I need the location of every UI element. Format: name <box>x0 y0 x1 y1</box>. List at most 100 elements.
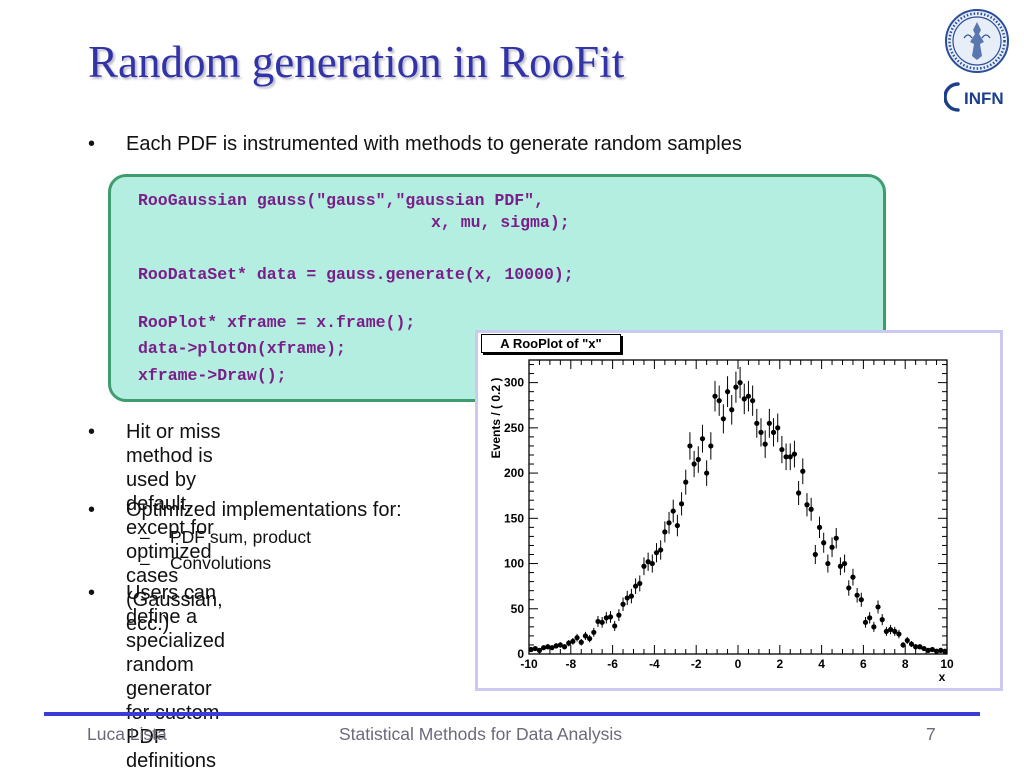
data-point <box>762 441 768 447</box>
data-point <box>929 646 935 653</box>
data-point <box>691 461 697 467</box>
data-point <box>641 563 647 569</box>
sub-bullet-text: PDF sum, product <box>170 527 312 547</box>
data-point <box>599 619 605 625</box>
bullet-text: Users can define a specialized random ge… <box>126 582 225 772</box>
y-tick-label: 250 <box>504 421 524 435</box>
data-point <box>695 456 701 463</box>
infn-logo: INFN <box>944 82 1004 112</box>
y-tick-label: 200 <box>504 466 524 480</box>
data-point <box>532 645 538 652</box>
data-point <box>536 647 543 653</box>
data-point <box>683 479 689 485</box>
data-point <box>829 544 835 550</box>
sub-bullet-dash: – <box>140 553 150 573</box>
data-point <box>678 501 685 507</box>
data-point <box>846 585 852 591</box>
data-point <box>770 429 777 435</box>
data-point <box>900 642 906 648</box>
data-point <box>921 645 927 652</box>
data-point <box>783 454 789 460</box>
x-tick-label: -10 <box>520 657 538 671</box>
data-point <box>674 522 680 529</box>
data-point <box>649 560 655 567</box>
data-point <box>595 618 601 625</box>
data-point <box>904 637 910 644</box>
data-point <box>541 645 547 651</box>
data-point <box>566 640 572 646</box>
data-point <box>591 629 597 635</box>
infn-logo-text: INFN <box>964 89 1004 108</box>
data-point <box>741 396 747 402</box>
data-point <box>587 636 593 642</box>
data-point <box>574 635 580 641</box>
data-point <box>883 628 889 634</box>
rooplot-chart: -10 -8 -6 -4 -2 0 2 4 6 8 10050100150200250300xEve… <box>489 359 954 684</box>
code-line: x, mu, sigma); <box>431 213 570 232</box>
data-point <box>528 646 534 653</box>
data-point <box>687 443 693 449</box>
y-tick-label: 300 <box>504 376 524 390</box>
data-point <box>704 470 710 476</box>
code-line: RooGaussian gauss("gauss","gaussian PDF"… <box>138 191 544 210</box>
data-point <box>775 425 781 431</box>
data-point <box>867 615 873 621</box>
code-line: data->plotOn(xframe); <box>138 339 346 358</box>
data-point <box>837 563 844 569</box>
data-point <box>796 490 802 496</box>
data-point <box>754 420 760 426</box>
x-tick-label: 6 <box>860 657 867 671</box>
data-point <box>632 583 639 589</box>
y-tick-label: 50 <box>511 602 525 616</box>
data-point <box>658 547 664 553</box>
data-point <box>553 643 559 649</box>
x-tick-label: 8 <box>902 657 909 671</box>
footer-course: Statistical Methods for Data Analysis <box>339 724 623 744</box>
data-point <box>804 502 810 508</box>
code-line: RooPlot* xframe = x.frame(); <box>138 313 416 332</box>
plot-panel <box>475 330 1003 691</box>
data-point <box>758 429 764 435</box>
data-point <box>833 535 839 541</box>
data-point <box>582 633 589 639</box>
code-line: RooDataSet* data = gauss.generate(x, 100… <box>138 265 574 284</box>
y-tick-label: 0 <box>517 647 524 661</box>
data-point <box>917 644 923 650</box>
data-point <box>841 560 848 567</box>
data-point <box>908 641 915 647</box>
x-tick-label: -2 <box>691 657 702 671</box>
data-point <box>549 645 555 651</box>
bullet-dot: • <box>88 421 96 443</box>
data-point <box>737 380 743 386</box>
data-point <box>720 416 726 422</box>
data-point <box>787 454 793 460</box>
footer-author: Luca Lista <box>87 724 167 744</box>
data-point <box>666 520 672 526</box>
data-point <box>942 648 948 654</box>
bullet-text: Each PDF is instrumented with methods to… <box>126 133 742 155</box>
data-point <box>871 624 877 630</box>
data-point <box>892 628 898 634</box>
data-point <box>779 446 785 453</box>
data-point <box>938 647 944 653</box>
x-tick-label: -6 <box>607 657 618 671</box>
bullet-text: Optimized implementations for: <box>126 499 402 521</box>
slide-title: Random generation in RooFit <box>88 37 625 87</box>
data-point <box>645 559 651 565</box>
y-tick-label: 100 <box>504 557 524 571</box>
data-point <box>724 389 731 395</box>
data-point <box>733 384 739 390</box>
data-point <box>561 644 568 650</box>
x-tick-label: -4 <box>649 657 660 671</box>
chart-title: A RooPlot of "x" <box>481 334 621 353</box>
sub-bullet-text: Convolutions <box>170 553 272 573</box>
data-point <box>750 398 756 404</box>
y-axis-label: Events / ( 0.2 ) <box>489 378 503 459</box>
bullet-dot: • <box>88 582 96 604</box>
data-point <box>879 617 885 623</box>
y-tick-label: 150 <box>504 511 524 525</box>
sub-bullet-dash: – <box>140 527 150 547</box>
plot-frame <box>528 359 948 655</box>
x-tick-label: 2 <box>776 657 783 671</box>
bullet-dot: • <box>88 499 96 521</box>
